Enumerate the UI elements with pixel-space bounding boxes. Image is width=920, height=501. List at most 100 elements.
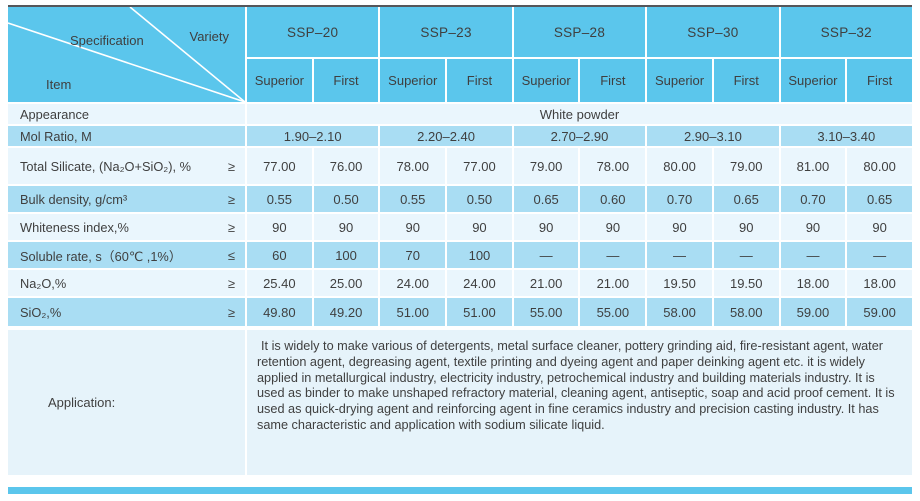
value-bulk-density: 0.60 [580, 186, 646, 212]
value-total-silicate: 78.00 [580, 148, 646, 184]
bottom-accent-bar [8, 487, 912, 494]
value-soluble-rate: 100 [447, 242, 512, 268]
value-bulk-density: 0.50 [447, 186, 512, 212]
value-total-silicate: 80.00 [847, 148, 912, 184]
value-total-silicate: 76.00 [313, 148, 379, 184]
diagonal-divider-lines [8, 7, 245, 102]
value-total-silicate: 79.00 [713, 148, 779, 184]
subheader-first: First [847, 59, 912, 102]
gte-symbol: ≥ [227, 158, 235, 174]
subheader-first: First [580, 59, 646, 102]
column-header-ssp-32: SSP–32 [780, 7, 912, 57]
value-sio2: 49.20 [313, 298, 379, 326]
subheader-first: First [713, 59, 779, 102]
value-sio2: 55.00 [513, 298, 579, 326]
value-soluble-rate: 70 [380, 242, 446, 268]
value-bulk-density: 0.55 [247, 186, 312, 212]
value-na2o: 24.00 [380, 270, 446, 296]
row-label-total-silicate: Total Silicate, (Na₂O+SiO₂), % ≥ [8, 148, 245, 184]
value-sio2: 51.00 [380, 298, 446, 326]
value-sio2: 55.00 [580, 298, 646, 326]
value-na2o: 18.00 [780, 270, 846, 296]
application-text: It is widely to make various of detergen… [257, 339, 895, 432]
column-header-ssp-20: SSP–20 [247, 7, 379, 57]
row-label-bulk-density: Bulk density, g/cm³ ≥ [8, 186, 245, 212]
value-whiteness: 90 [313, 214, 379, 240]
value-mol-ratio: 2.20–2.40 [380, 126, 512, 146]
value-na2o: 18.00 [847, 270, 912, 296]
value-bulk-density: 0.65 [513, 186, 579, 212]
subheader-superior: Superior [780, 59, 846, 102]
spec-table: Specification Variety Item SSP–20 SSP–23… [8, 7, 912, 326]
value-sio2: 49.80 [247, 298, 312, 326]
value-whiteness: 90 [513, 214, 579, 240]
value-sio2: 58.00 [713, 298, 779, 326]
value-mol-ratio: 2.70–2.90 [513, 126, 646, 146]
value-sio2: 51.00 [447, 298, 512, 326]
value-mol-ratio: 1.90–2.10 [247, 126, 379, 146]
value-whiteness: 90 [580, 214, 646, 240]
value-total-silicate: 81.00 [780, 148, 846, 184]
value-bulk-density: 0.50 [313, 186, 379, 212]
column-header-ssp-28: SSP–28 [513, 7, 646, 57]
value-whiteness: 90 [247, 214, 312, 240]
value-sio2: 59.00 [847, 298, 912, 326]
row-label-mol-ratio: Mol Ratio, M [8, 126, 245, 146]
row-label-appearance: Appearance [8, 104, 245, 124]
gte-symbol: ≥ [227, 219, 235, 235]
value-whiteness: 90 [780, 214, 846, 240]
value-total-silicate: 77.00 [247, 148, 312, 184]
value-total-silicate: 77.00 [447, 148, 512, 184]
value-total-silicate: 78.00 [380, 148, 446, 184]
value-na2o: 21.00 [513, 270, 579, 296]
value-bulk-density: 0.70 [647, 186, 712, 212]
corner-label-item: Item [46, 77, 72, 92]
value-bulk-density: 0.65 [847, 186, 912, 212]
value-sio2: 59.00 [780, 298, 846, 326]
application-text-cell: It is widely to make various of detergen… [247, 330, 912, 475]
row-label-sio2: SiO₂,% ≥ [8, 298, 245, 326]
value-soluble-rate: — [580, 242, 646, 268]
value-soluble-rate: — [847, 242, 912, 268]
column-header-ssp-23: SSP–23 [380, 7, 512, 57]
value-soluble-rate: — [647, 242, 712, 268]
row-label-soluble-rate: Soluble rate, s（60℃ ,1%） ≤ [8, 242, 245, 268]
value-na2o: 24.00 [447, 270, 512, 296]
value-mol-ratio: 3.10–3.40 [780, 126, 912, 146]
subheader-superior: Superior [513, 59, 579, 102]
row-label-na2o: Na₂O,% ≥ [8, 270, 245, 296]
value-total-silicate: 80.00 [647, 148, 712, 184]
application-label-cell: Application: [8, 330, 245, 475]
value-whiteness: 90 [713, 214, 779, 240]
value-bulk-density: 0.70 [780, 186, 846, 212]
gte-symbol: ≥ [227, 275, 235, 291]
subheader-first: First [447, 59, 512, 102]
value-whiteness: 90 [380, 214, 446, 240]
gte-symbol: ≥ [227, 304, 235, 320]
value-whiteness: 90 [847, 214, 912, 240]
value-appearance-merged: White powder [247, 104, 912, 124]
value-soluble-rate: 100 [313, 242, 379, 268]
value-sio2: 58.00 [647, 298, 712, 326]
value-soluble-rate: — [713, 242, 779, 268]
application-section: Application: It is widely to make variou… [8, 330, 912, 475]
value-mol-ratio: 2.90–3.10 [647, 126, 779, 146]
gte-symbol: ≥ [227, 191, 235, 207]
value-whiteness: 90 [447, 214, 512, 240]
corner-label-variety: Variety [189, 29, 230, 44]
corner-header-cell: Specification Variety Item [8, 7, 245, 102]
value-bulk-density: 0.55 [380, 186, 446, 212]
value-soluble-rate: — [513, 242, 579, 268]
value-na2o: 19.50 [647, 270, 712, 296]
value-total-silicate: 79.00 [513, 148, 579, 184]
value-bulk-density: 0.65 [713, 186, 779, 212]
value-na2o: 25.40 [247, 270, 312, 296]
value-whiteness: 90 [647, 214, 712, 240]
lte-symbol: ≤ [227, 247, 235, 263]
subheader-superior: Superior [647, 59, 712, 102]
value-na2o: 21.00 [580, 270, 646, 296]
value-na2o: 25.00 [313, 270, 379, 296]
value-soluble-rate: 60 [247, 242, 312, 268]
value-na2o: 19.50 [713, 270, 779, 296]
